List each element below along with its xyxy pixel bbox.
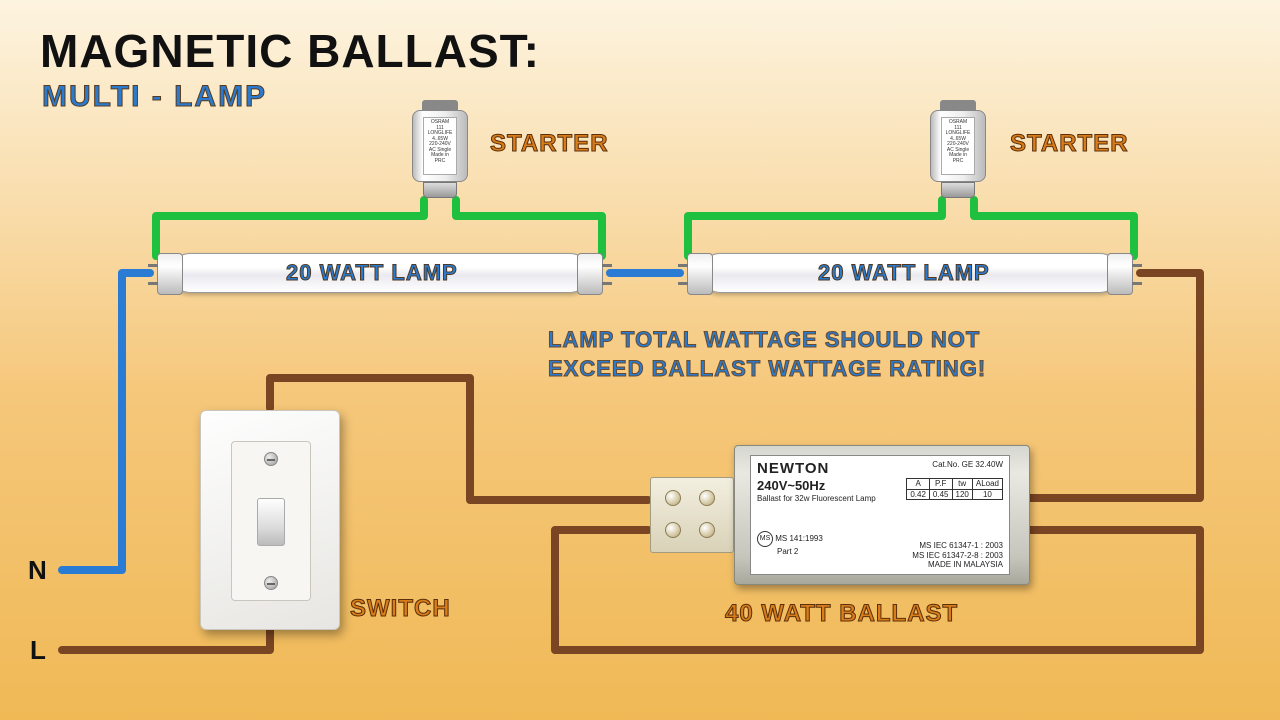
ballast-ms2: Part 2 — [777, 547, 798, 556]
note-line-1: LAMP TOTAL WATTAGE SHOULD NOT — [548, 326, 986, 355]
ballast-spec-table: A P.F tw ALoad 0.42 0.45 120 10 — [906, 478, 1003, 500]
label-lamp-1: 20 WATT LAMP — [286, 260, 458, 286]
label-starter-1: STARTER — [490, 130, 609, 158]
ballast-iec2: MS IEC 61347-2-8 : 2003 — [912, 551, 1003, 561]
title-sub: MULTI - LAMP — [42, 80, 267, 114]
terminal-n: N — [28, 555, 47, 586]
starter-madein: Made in PRC — [426, 153, 454, 164]
starter-1: OSRAM 111 LONGLIFE 4..65W 220-240V AC Si… — [412, 100, 468, 200]
wall-switch[interactable] — [200, 410, 340, 630]
label-lamp-2: 20 WATT LAMP — [818, 260, 990, 286]
ballast-catno: Cat.No. GE 32.40W — [932, 460, 1003, 469]
ballast: Cat.No. GE 32.40W NEWTON 240V~50Hz A P.F… — [650, 445, 1030, 585]
label-ballast: 40 WATT BALLAST — [725, 600, 958, 628]
terminal-l: L — [30, 635, 46, 666]
ballast-terminal-block — [650, 477, 734, 553]
ballast-madein: MADE IN MALAYSIA — [912, 560, 1003, 570]
ballast-ms1: MS 141:1993 — [775, 534, 823, 543]
wattage-note: LAMP TOTAL WATTAGE SHOULD NOT EXCEED BAL… — [548, 326, 986, 383]
switch-toggle[interactable] — [257, 498, 285, 546]
wire-starter — [156, 200, 1134, 256]
ballast-label-sticker: Cat.No. GE 32.40W NEWTON 240V~50Hz A P.F… — [750, 455, 1010, 575]
note-line-2: EXCEED BALLAST WATTAGE RATING! — [548, 355, 986, 384]
title-main: MAGNETIC BALLAST: — [40, 24, 540, 78]
starter-2: OSRAM 111 LONGLIFE 4..65W 220-240V AC Si… — [930, 100, 986, 200]
ballast-iec1: MS IEC 61347-1 : 2003 — [912, 541, 1003, 551]
starter-model: 111 LONGLIFE — [426, 126, 454, 137]
wire-neutral — [62, 273, 680, 570]
label-starter-2: STARTER — [1010, 130, 1129, 158]
label-switch: SWITCH — [350, 595, 451, 623]
